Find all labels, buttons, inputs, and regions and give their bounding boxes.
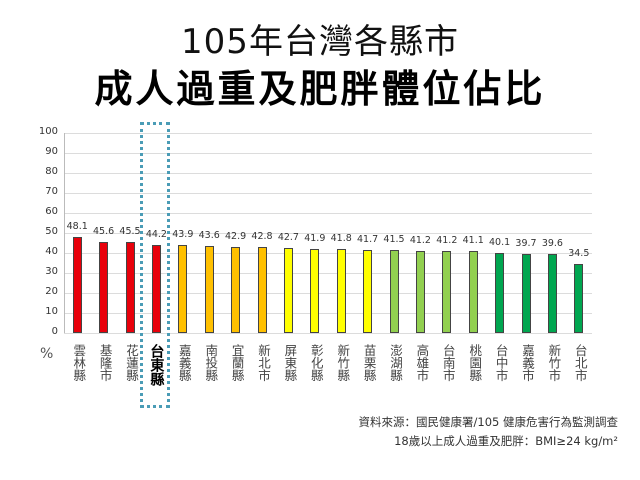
bar-value-label: 39.6 xyxy=(541,237,563,249)
x-category-label: 桃園縣 xyxy=(467,344,483,382)
y-tick-label: 50 xyxy=(45,226,58,237)
bar-value-label: 41.5 xyxy=(383,234,405,245)
y-tick-label: 80 xyxy=(45,166,58,177)
gridline xyxy=(64,273,592,274)
x-category-label: 新北市 xyxy=(256,344,271,382)
x-category-label: 嘉義縣 xyxy=(176,344,192,382)
y-tick-label: 60 xyxy=(45,206,58,217)
gridline xyxy=(64,173,592,174)
bar-value-label: 44.2 xyxy=(145,228,167,240)
gridline xyxy=(64,333,592,334)
y-tick-label: 0 xyxy=(51,326,58,337)
x-category-label: 台中市 xyxy=(493,344,509,382)
y-axis-unit-label: % xyxy=(40,346,54,362)
bar-value-label: 48.1 xyxy=(66,220,88,232)
bar xyxy=(389,250,399,333)
x-category-label: 苗栗縣 xyxy=(361,344,377,382)
bar-value-label: 41.8 xyxy=(330,233,352,245)
bar-value-label: 41.2 xyxy=(436,234,458,246)
chart-footnote: 資料來源：國民健康署/105 健康危害行為監測調查 18歲以上成人過重及肥胖：B… xyxy=(359,413,618,451)
bar-value-label: 45.5 xyxy=(119,226,141,237)
x-category-label: 彰化縣 xyxy=(308,344,324,382)
x-category-label: 基隆市 xyxy=(97,344,113,382)
bar xyxy=(178,245,188,333)
x-category-label: 嘉義市 xyxy=(520,344,535,382)
bar-value-label: 45.6 xyxy=(93,225,115,237)
bar-value-label: 42.9 xyxy=(225,231,247,243)
x-category-label: 高雄市 xyxy=(414,344,430,382)
bar-value-label: 40.1 xyxy=(489,236,511,248)
x-category-label: 南投縣 xyxy=(203,344,219,382)
x-category-label: 台北市 xyxy=(572,344,588,382)
bar xyxy=(468,250,478,333)
x-category-label: 台東縣 xyxy=(148,344,165,386)
bar xyxy=(99,241,109,333)
y-tick-label: 30 xyxy=(45,266,58,277)
bar xyxy=(574,264,584,333)
bar xyxy=(495,252,505,333)
x-category-label: 雲林縣 xyxy=(71,344,87,382)
gridline xyxy=(64,253,592,254)
y-tick-label: 20 xyxy=(45,286,58,297)
x-category-label: 花蓮縣 xyxy=(124,344,139,382)
bar-value-label: 41.2 xyxy=(409,234,431,246)
bar xyxy=(151,244,161,333)
gridline xyxy=(64,153,592,154)
bar-value-label: 41.9 xyxy=(304,233,326,245)
gridline xyxy=(64,293,592,294)
x-category-label: 屏東縣 xyxy=(282,344,298,382)
bar-value-label: 41.7 xyxy=(357,233,379,245)
bar xyxy=(283,247,293,333)
bar xyxy=(363,249,373,333)
y-axis-line xyxy=(64,133,65,333)
bar-value-label: 42.8 xyxy=(251,231,273,243)
bar xyxy=(521,253,531,333)
y-tick-label: 70 xyxy=(45,186,58,197)
y-tick-label: 40 xyxy=(45,246,58,257)
y-tick-label: 100 xyxy=(38,126,58,137)
bar xyxy=(125,242,135,333)
page-title-line2: 成人過重及肥胖體位佔比 xyxy=(94,67,546,111)
bar xyxy=(336,249,346,333)
source-text: 資料來源：國民健康署/105 健康危害行為監測調查 xyxy=(358,415,618,429)
y-tick-label: 10 xyxy=(45,306,58,317)
bar-value-label: 34.5 xyxy=(568,248,590,259)
bar xyxy=(310,249,320,333)
x-category-label: 台南市 xyxy=(440,344,456,382)
bar xyxy=(442,250,452,333)
x-category-label: 澎湖縣 xyxy=(388,344,403,382)
bar-value-label: 39.7 xyxy=(515,237,537,249)
gridline xyxy=(64,313,592,314)
bar xyxy=(204,245,214,333)
definition-text: 18歲以上成人過重及肥胖：BMI≥24 kg/m² xyxy=(394,434,618,448)
highlight-box-taitung xyxy=(140,122,170,408)
y-tick-label: 90 xyxy=(45,146,58,157)
bar xyxy=(72,236,82,333)
bar-value-label: 41.1 xyxy=(462,234,484,246)
gridline xyxy=(64,233,592,234)
page-title-line1: 105年台灣各縣市 xyxy=(181,22,459,62)
bar xyxy=(231,247,241,333)
bar xyxy=(257,247,267,333)
bar-value-label: 43.9 xyxy=(172,229,194,241)
gridline xyxy=(64,193,592,194)
gridline xyxy=(64,213,592,214)
bar-value-label: 42.7 xyxy=(277,231,299,243)
x-category-label: 新竹縣 xyxy=(335,344,351,382)
x-category-label: 宜蘭縣 xyxy=(229,344,245,382)
gridline xyxy=(64,133,592,134)
bar xyxy=(415,250,425,333)
x-category-label: 新竹市 xyxy=(546,344,562,382)
bar-value-label: 43.6 xyxy=(198,229,220,241)
bar xyxy=(547,253,557,333)
